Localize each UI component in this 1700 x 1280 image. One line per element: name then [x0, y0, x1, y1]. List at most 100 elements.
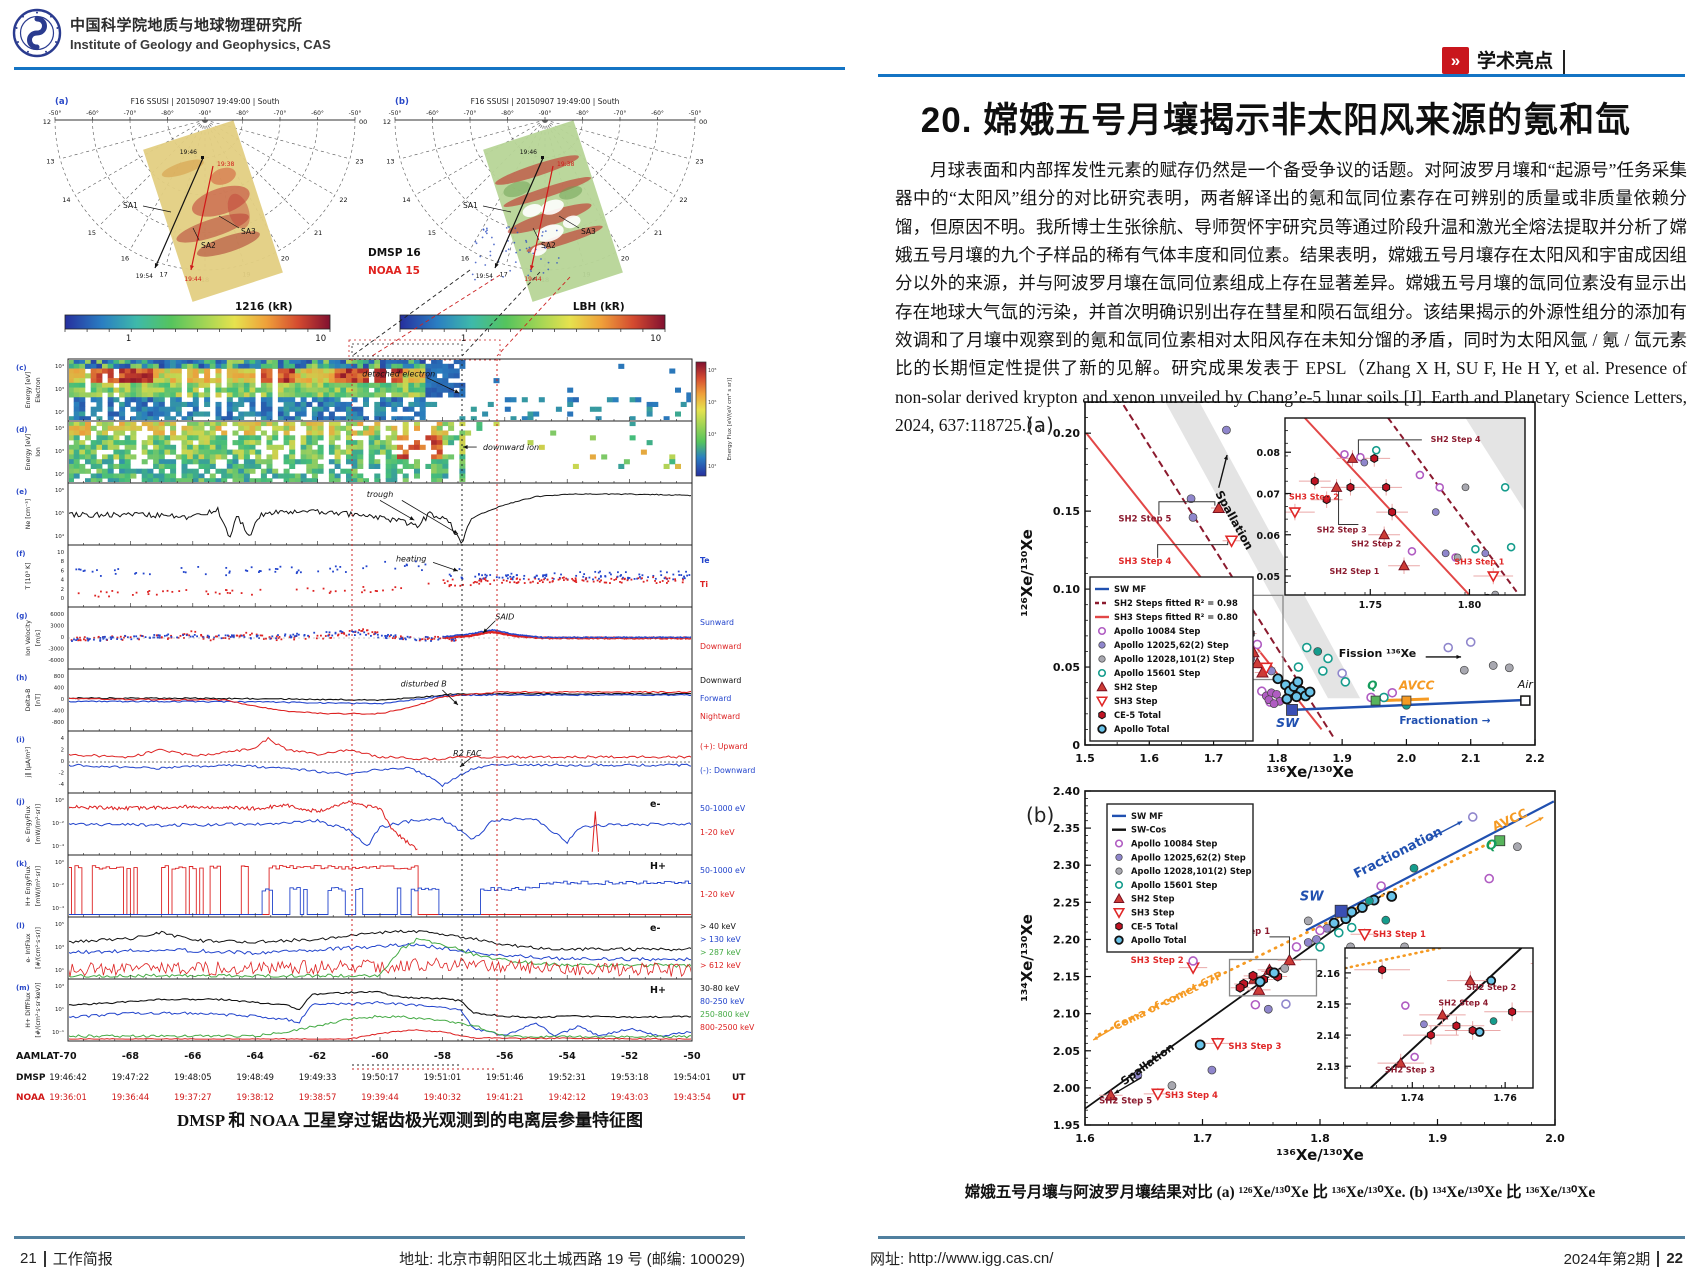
chart-text: [mW/(m²·sr)]: [35, 866, 42, 906]
chart-text: 2.2: [1525, 752, 1545, 765]
chart-text: SA2: [201, 241, 216, 250]
chart-text: (i): [16, 736, 25, 744]
chart-text: Ion: [35, 447, 42, 457]
chart-text: 13: [386, 157, 394, 165]
legend-label: SH3 Step: [1131, 908, 1175, 918]
chart-text: 19:48:49: [236, 1072, 274, 1082]
chart-text: 6000: [50, 612, 64, 618]
chart-text: -60: [371, 1051, 389, 1062]
chart-text: -50°: [49, 110, 62, 117]
chart-text: 0: [61, 759, 65, 765]
highlight-badge: »: [1442, 47, 1469, 74]
header-rule-left: [14, 67, 845, 70]
chart-text: SA2: [541, 241, 556, 250]
chart-text: -80°: [236, 110, 249, 117]
header-left: 中国科学院地质与地球物理研究所 Institute of Geology and…: [70, 14, 331, 52]
legend-label: CE-5 Total: [1114, 710, 1161, 720]
legend-label: CE-5 Total: [1131, 921, 1178, 931]
chart-text: SA1: [463, 201, 478, 210]
chart-text: 1.7: [1193, 1132, 1213, 1145]
chart-text: [m/s]: [35, 630, 42, 646]
chart-text: 1.6: [1075, 1132, 1095, 1145]
chart-text: 2.1: [1461, 752, 1481, 765]
chart-text: 10: [57, 550, 64, 556]
chart-text: 10⁰: [55, 859, 64, 866]
chart-text: 2.35: [1053, 822, 1080, 835]
chart-text: 20: [621, 255, 629, 263]
chart-text: (f): [16, 550, 25, 558]
chart-text: H+ DiffFlux: [25, 992, 32, 1028]
chart-text: 21: [654, 229, 662, 237]
chart-text: (h): [16, 674, 27, 682]
panel-f: (f)T [10³ K] 10 8 6 4 2 0 Te Ti heating: [16, 544, 710, 608]
chart-text: -62: [309, 1051, 326, 1062]
org-name-cn: 中国科学院地质与地球物理研究所: [70, 17, 303, 34]
legend-label: SH3 Steps fitted R² = 0.80: [1114, 612, 1238, 622]
chart-text: 2.25: [1053, 896, 1080, 909]
chart-annotation: Spallation: [1118, 1041, 1176, 1088]
chart-text: heating: [396, 554, 426, 563]
chart-text: 20: [281, 255, 289, 263]
chart-text: 1.80: [1458, 600, 1482, 611]
chart-text: SA3: [241, 227, 256, 236]
chart-xe-b-in: SH2 Step 2 SH2 Step 4 SH2 Step 3 1.74 1.76 2.…: [1317, 947, 1534, 1104]
chart-text: 10²: [55, 471, 64, 478]
chart-text: 2.13: [1317, 1062, 1340, 1073]
chart-text: -50°: [349, 110, 362, 117]
chart-text: 10⁸: [708, 368, 716, 374]
chart-text: (l): [16, 922, 25, 930]
chart-text: -90°: [539, 110, 552, 117]
figure-caption-left: DMSP 和 NOAA 卫星穿过锯齿极光观测到的电离层参量特征图: [176, 1111, 644, 1130]
chart-text: 10⁶: [708, 400, 716, 406]
chart-text: 19:54: [136, 273, 153, 280]
chart-text: -6000: [48, 658, 64, 664]
panel-m: (m)H+ DiffFlux [#/(cm²·s·sr·keV)] 10³ 10¹ 10…: [16, 978, 755, 1042]
article-title: 20. 嫦娥五号月壤揭示非太阳风来源的氪和氙: [920, 101, 1632, 140]
chart-text: Forward: [700, 694, 731, 703]
chart-text: > 612 keV: [700, 961, 741, 970]
chart-text: 400: [54, 686, 65, 692]
footer-left: 21 工作简报: [20, 1248, 113, 1269]
chart-text: 19:46:42: [49, 1072, 87, 1082]
chart-text: (d): [16, 426, 27, 434]
chart-text: 2.00: [1053, 1082, 1080, 1095]
chart-text: 2.30: [1053, 859, 1080, 872]
chart-text: 14: [62, 196, 70, 204]
legend-label: Apollo 12025,62(2) Step: [1114, 640, 1229, 650]
chart-text: 4: [61, 578, 65, 584]
chart-text: -60°: [311, 110, 324, 117]
chart-text: 10⁻¹: [52, 1029, 64, 1036]
chart-text: -60°: [86, 110, 99, 117]
legend-label: Apollo 12025,62(2) Step: [1131, 852, 1246, 862]
chart-text: 19:52:31: [548, 1072, 586, 1082]
chart-annotation: Fission ¹³⁶Xe: [1339, 647, 1416, 660]
website-link[interactable]: http://www.igg.cas.cn/: [908, 1250, 1054, 1267]
chart-text: 19:40:32: [424, 1092, 462, 1102]
chart-text: [#/(cm²·s·sr·keV)]: [35, 982, 42, 1037]
polar-plot-b: F16 SSUSI | 20150907 19:49:00 | South (b)…: [383, 97, 707, 302]
chart-text: (b): [1026, 803, 1054, 827]
legend-label: SW-Cos: [1131, 825, 1166, 835]
chart-text: 50-1000 eV: [700, 866, 746, 875]
chart-text: 19:38: [557, 161, 574, 168]
chart-text: 0.15: [1053, 505, 1080, 518]
chart-text: -800: [52, 720, 65, 726]
chevrons-icon: »: [1450, 51, 1461, 70]
chart-text: 17: [499, 271, 507, 279]
chart-text: SA3: [581, 227, 596, 236]
panel-h: (h) Delta-B [nT] 800 400 0 -400 -800 Downward For…: [16, 668, 741, 732]
chart-text: 15: [428, 229, 436, 237]
chart-text: 19:36:01: [49, 1092, 87, 1102]
chart-text: Energy [eV]: [25, 372, 32, 409]
chart-text: Nightward: [700, 712, 740, 721]
chart-annotation: SH2 Step 5: [1099, 1096, 1152, 1106]
chart-text: 19:43:03: [611, 1092, 649, 1102]
chart-text: -64: [247, 1051, 265, 1062]
chart-text: j‖ [μA/m²]: [25, 747, 32, 778]
chart-text: 1.76: [1493, 1093, 1517, 1104]
footer-url: 网址: http://www.igg.cas.cn/: [870, 1248, 1053, 1269]
chart-text: 2: [61, 587, 64, 593]
chart-annotation: SH2 Step 5: [1118, 514, 1171, 524]
chart-text: ¹³⁶Xe/¹³⁰Xe: [1266, 763, 1354, 781]
